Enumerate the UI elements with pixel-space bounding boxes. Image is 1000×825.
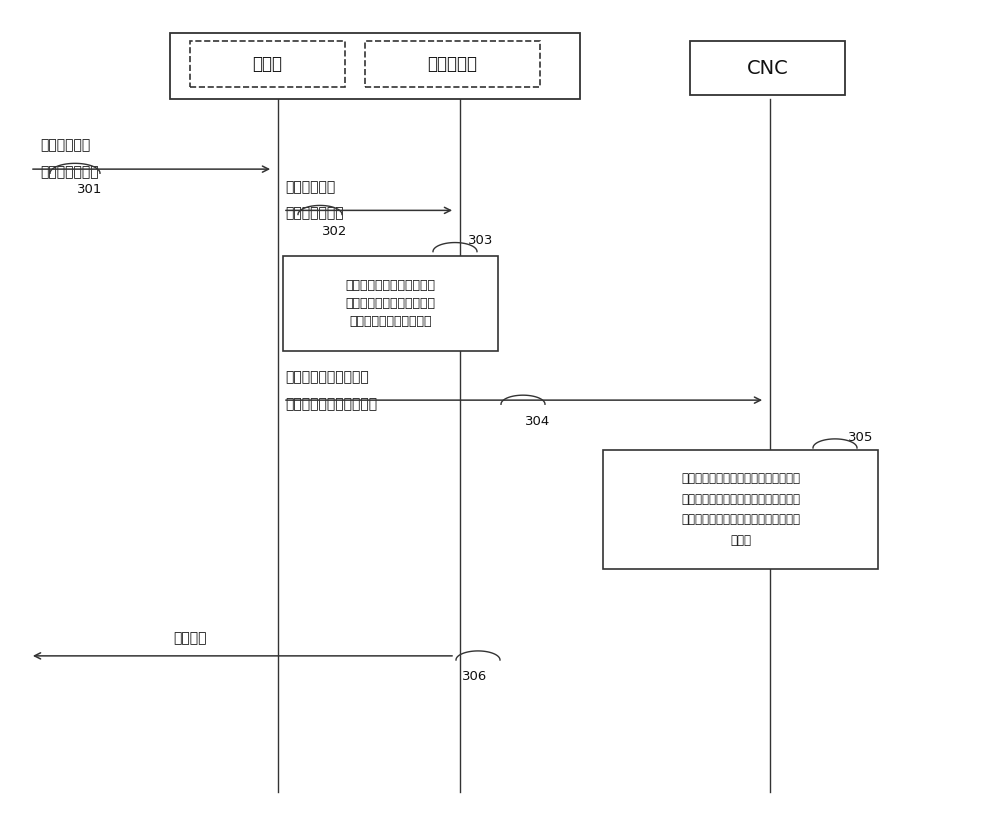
Text: 通道执行解析后的第二加工指令所指示: 通道执行解析后的第二加工指令所指示 (681, 513, 800, 526)
Text: 303: 303 (468, 234, 493, 248)
Text: 反馈信息: 反馈信息 (173, 631, 207, 645)
Text: 的操作: 的操作 (730, 534, 751, 547)
Bar (170, 33, 580, 99)
Bar (603, 450, 878, 569)
Text: 第一加工指令: 第一加工指令 (285, 180, 335, 194)
Bar (190, 41, 345, 87)
Bar (365, 41, 540, 87)
Bar (283, 256, 498, 351)
Text: 301: 301 (77, 183, 103, 196)
Bar (690, 41, 845, 95)
Text: 通过第一目标通道执行解析后第一加工: 通过第一目标通道执行解析后第一加工 (681, 472, 800, 485)
Text: 和第二加工指令: 和第二加工指令 (40, 165, 99, 179)
Text: 和解析后的第二加工指令: 和解析后的第二加工指令 (285, 397, 377, 411)
Text: 306: 306 (462, 670, 487, 683)
Text: 305: 305 (848, 431, 873, 444)
Text: 解析后的第一加工指令: 解析后的第一加工指令 (285, 370, 369, 384)
Text: 304: 304 (525, 415, 551, 428)
Text: CNC: CNC (747, 59, 788, 78)
Text: 内核虚拟层: 内核虚拟层 (428, 55, 478, 73)
Text: 和第二加工指令: 和第二加工指令 (285, 206, 344, 220)
Text: 第一加工指令: 第一加工指令 (40, 139, 90, 153)
Text: 收发器: 收发器 (252, 55, 283, 73)
Text: 工指令获取第二目标通道: 工指令获取第二目标通道 (349, 315, 432, 328)
Text: 302: 302 (322, 225, 348, 238)
Text: 解析第一加工指令获取第一: 解析第一加工指令获取第一 (346, 279, 435, 291)
Text: 目标通道，以及解析第二加: 目标通道，以及解析第二加 (346, 297, 435, 309)
Text: 指令所指示的操作，以及通过第二目标: 指令所指示的操作，以及通过第二目标 (681, 493, 800, 506)
